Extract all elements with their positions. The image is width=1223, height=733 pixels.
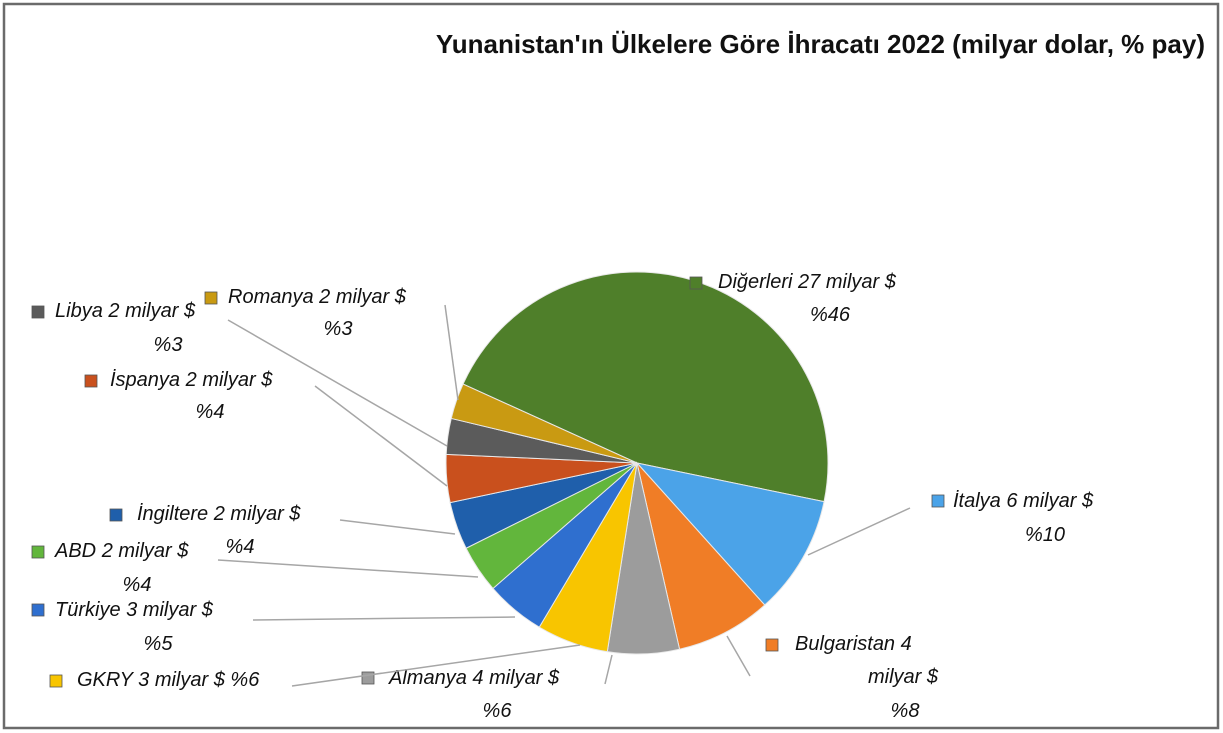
data-label: İngiltere 2 milyar $ %4 [137,503,301,558]
legend-marker [765,638,779,652]
label-percent: %10 [1025,524,1065,546]
label-unit: milyar $ [143,599,214,621]
data-label: Almanya 4 milyar $ %6 [388,667,560,722]
label-unit: milyar $ [1023,490,1094,512]
label-unit: milyar $ [489,667,560,689]
data-label: Romanya 2 milyar $ %3 [228,286,407,340]
data-label: GKRY 3 milyar $ %6 [77,669,260,691]
data-label: ABD 2 milyar $ %4 [54,540,189,596]
data-label: Türkiye 3 milyar $ %5 [55,599,214,655]
legend-marker [31,603,45,617]
label-category: İngiltere [137,503,208,525]
label-amount: 6 [1006,490,1018,512]
label-amount: 2 [185,369,197,391]
data-label: Libya 2 milyar $ %3 [55,300,196,356]
label-amount: 4 [901,633,912,655]
label-unit: milyar $ [868,666,939,688]
label-percent: %8 [891,700,920,722]
legend-marker [361,671,375,685]
label-category: Diğerleri [718,271,793,293]
leader-line [339,519,456,535]
legend-marker [31,305,45,319]
data-label: Diğerleri 27 milyar $ %46 [718,271,897,326]
data-label: Bulgaristan 4 milyar $ %8 [795,633,939,722]
label-category: Libya [55,300,103,322]
legend-marker [689,276,703,290]
label-percent: %4 [123,574,152,596]
label-percent: %4 [196,401,225,423]
label-percent: %3 [154,334,183,356]
label-category: İspanya [110,369,180,391]
label-percent: %6 [483,700,513,722]
label-category: Türkiye [55,599,121,621]
label-category: GKRY [77,669,135,691]
label-amount: 27 [797,271,821,293]
label-unit: milyar $ [826,271,897,293]
leader-line [726,635,751,677]
label-category: Bulgaristan [795,633,895,655]
legend-marker [931,494,945,508]
label-unit: milyar $ [118,540,189,562]
data-label: İspanya 2 milyar $ %4 [110,369,273,423]
label-category: Almanya [388,667,467,689]
legend-marker [49,674,63,688]
label-percent: %3 [324,318,353,340]
label-amount: 2 [107,300,119,322]
data-label: İtalya 6 milyar $ %10 [953,490,1094,546]
label-percent: %46 [810,304,851,326]
chart-title: Yunanistan'ın Ülkelere Göre İhracatı 202… [436,29,1205,59]
label-category: İtalya [953,490,1001,512]
label-percent: %6 [230,669,260,691]
leader-line [807,507,911,556]
leader-line [227,319,448,447]
leader-line [217,559,479,578]
label-amount: 3 [138,669,149,691]
label-amount: 2 [318,286,330,308]
label-unit: milyar $ [202,369,273,391]
label-amount: 2 [101,540,113,562]
label-category: Romanya [228,286,314,308]
label-amount: 4 [472,667,483,689]
legend-marker [204,291,218,305]
pie-slice [635,462,825,606]
legend-marker [84,374,98,388]
label-category: ABD [54,540,96,562]
label-amount: 2 [213,503,225,525]
leader-line [291,644,581,687]
label-unit: milyar $ [230,503,301,525]
legend-marker [109,508,123,522]
label-percent: %5 [144,633,174,655]
label-unit: milyar $ [336,286,407,308]
legend-marker [31,545,45,559]
label-amount: 3 [126,599,137,621]
leader-line [604,654,613,685]
label-percent: %4 [226,536,255,558]
leader-line [252,616,516,621]
leader-line [314,385,448,487]
label-unit: milyar $ [155,669,226,691]
leader-line [444,304,459,401]
label-unit: milyar $ [125,300,196,322]
pie-slice [450,383,638,464]
